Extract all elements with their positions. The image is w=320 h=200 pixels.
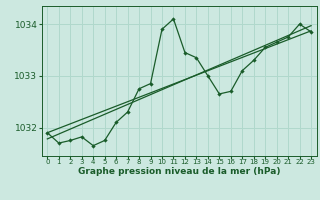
X-axis label: Graphe pression niveau de la mer (hPa): Graphe pression niveau de la mer (hPa) [78,167,280,176]
